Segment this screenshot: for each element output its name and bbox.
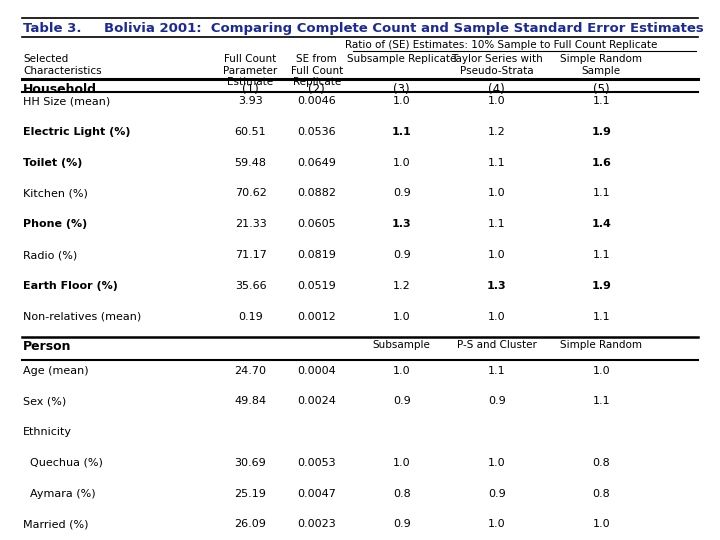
Text: 1.1: 1.1 xyxy=(593,396,610,407)
Text: 1.0: 1.0 xyxy=(488,96,505,106)
Text: Age (mean): Age (mean) xyxy=(23,366,89,376)
Text: 1.1: 1.1 xyxy=(488,158,505,168)
Text: 60.51: 60.51 xyxy=(235,127,266,137)
Text: Non-relatives (mean): Non-relatives (mean) xyxy=(23,312,141,322)
Text: 1.0: 1.0 xyxy=(593,519,610,530)
Text: (1): (1) xyxy=(242,83,259,96)
Text: Full Count
Parameter
Estimate: Full Count Parameter Estimate xyxy=(223,54,278,87)
Text: Person: Person xyxy=(23,340,71,353)
Text: (3): (3) xyxy=(393,83,410,96)
Text: 0.0819: 0.0819 xyxy=(297,250,336,260)
Text: SE from
Full Count
Replicate: SE from Full Count Replicate xyxy=(291,54,343,87)
Text: 1.1: 1.1 xyxy=(593,96,610,106)
Text: 0.0053: 0.0053 xyxy=(297,458,336,468)
Text: Subsample: Subsample xyxy=(373,340,431,350)
Text: Ethnicity: Ethnicity xyxy=(23,427,72,437)
Text: 1.0: 1.0 xyxy=(488,188,505,199)
Text: 1.0: 1.0 xyxy=(393,366,410,376)
Text: 1.1: 1.1 xyxy=(593,312,610,322)
Text: 0.0536: 0.0536 xyxy=(297,127,336,137)
Text: 1.0: 1.0 xyxy=(593,366,610,376)
Text: 1.1: 1.1 xyxy=(593,250,610,260)
Text: Phone (%): Phone (%) xyxy=(23,219,87,230)
Text: 0.0519: 0.0519 xyxy=(297,281,336,291)
Text: 1.4: 1.4 xyxy=(591,219,611,230)
Text: Quechua (%): Quechua (%) xyxy=(23,458,103,468)
Text: 1.1: 1.1 xyxy=(593,188,610,199)
Text: Sex (%): Sex (%) xyxy=(23,396,66,407)
Text: 0.9: 0.9 xyxy=(488,396,505,407)
Text: 1.9: 1.9 xyxy=(591,127,611,137)
Text: 1.1: 1.1 xyxy=(488,366,505,376)
Text: 0.0004: 0.0004 xyxy=(297,366,336,376)
Text: Selected
Characteristics: Selected Characteristics xyxy=(23,54,102,76)
Text: Household: Household xyxy=(23,83,97,96)
Text: 1.1: 1.1 xyxy=(488,219,505,230)
Text: 0.0023: 0.0023 xyxy=(297,519,336,530)
Text: 1.9: 1.9 xyxy=(591,281,611,291)
Text: Subsample Replicate: Subsample Replicate xyxy=(347,54,456,64)
Text: 59.48: 59.48 xyxy=(235,158,266,168)
Text: 0.0012: 0.0012 xyxy=(297,312,336,322)
Text: 1.0: 1.0 xyxy=(488,458,505,468)
Text: Table 3.: Table 3. xyxy=(23,22,81,35)
Text: Bolivia 2001:  Comparing Complete Count and Sample Standard Error Estimates: Bolivia 2001: Comparing Complete Count a… xyxy=(104,22,704,35)
Text: (5): (5) xyxy=(593,83,610,96)
Text: Ratio of (SE) Estimates: 10% Sample to Full Count Replicate: Ratio of (SE) Estimates: 10% Sample to F… xyxy=(346,40,657,50)
Text: 30.69: 30.69 xyxy=(235,458,266,468)
Text: 1.0: 1.0 xyxy=(393,312,410,322)
Text: 71.17: 71.17 xyxy=(235,250,266,260)
Text: 0.9: 0.9 xyxy=(488,489,505,499)
Text: 1.2: 1.2 xyxy=(393,281,410,291)
Text: 0.0046: 0.0046 xyxy=(297,96,336,106)
Text: 26.09: 26.09 xyxy=(235,519,266,530)
Text: Taylor Series with
Pseudo-Strata: Taylor Series with Pseudo-Strata xyxy=(451,54,543,76)
Text: Toilet (%): Toilet (%) xyxy=(23,158,82,168)
Text: Married (%): Married (%) xyxy=(23,519,89,530)
Text: HH Size (mean): HH Size (mean) xyxy=(23,96,110,106)
Text: 0.19: 0.19 xyxy=(238,312,263,322)
Text: 70.62: 70.62 xyxy=(235,188,266,199)
Text: 1.0: 1.0 xyxy=(488,312,505,322)
Text: 0.8: 0.8 xyxy=(593,489,610,499)
Text: 25.19: 25.19 xyxy=(235,489,266,499)
Text: 0.0649: 0.0649 xyxy=(297,158,336,168)
Text: 0.0047: 0.0047 xyxy=(297,489,336,499)
Text: Simple Random
Sample: Simple Random Sample xyxy=(560,54,642,76)
Text: 0.9: 0.9 xyxy=(393,519,410,530)
Text: Earth Floor (%): Earth Floor (%) xyxy=(23,281,118,291)
Text: 1.2: 1.2 xyxy=(488,127,505,137)
Text: 0.9: 0.9 xyxy=(393,250,410,260)
Text: 1.6: 1.6 xyxy=(591,158,611,168)
Text: 1.3: 1.3 xyxy=(392,219,412,230)
Text: 35.66: 35.66 xyxy=(235,281,266,291)
Text: 1.0: 1.0 xyxy=(393,158,410,168)
Text: 21.33: 21.33 xyxy=(235,219,266,230)
Text: 0.0605: 0.0605 xyxy=(297,219,336,230)
Text: Aymara (%): Aymara (%) xyxy=(23,489,96,499)
Text: 0.0024: 0.0024 xyxy=(297,396,336,407)
Text: Electric Light (%): Electric Light (%) xyxy=(23,127,130,137)
Text: Radio (%): Radio (%) xyxy=(23,250,77,260)
Text: 0.9: 0.9 xyxy=(393,396,410,407)
Text: 1.0: 1.0 xyxy=(393,458,410,468)
Text: 3.93: 3.93 xyxy=(238,96,263,106)
Text: 0.8: 0.8 xyxy=(593,458,610,468)
Text: 1.0: 1.0 xyxy=(488,519,505,530)
Text: Simple Random: Simple Random xyxy=(560,340,642,350)
Text: 0.8: 0.8 xyxy=(393,489,410,499)
Text: (4): (4) xyxy=(488,83,505,96)
Text: 1.0: 1.0 xyxy=(488,250,505,260)
Text: 49.84: 49.84 xyxy=(235,396,266,407)
Text: 1.3: 1.3 xyxy=(487,281,507,291)
Text: 0.0882: 0.0882 xyxy=(297,188,336,199)
Text: (2): (2) xyxy=(308,83,325,96)
Text: P-S and Cluster: P-S and Cluster xyxy=(457,340,536,350)
Text: 1.1: 1.1 xyxy=(392,127,412,137)
Text: 1.0: 1.0 xyxy=(393,96,410,106)
Text: Kitchen (%): Kitchen (%) xyxy=(23,188,88,199)
Text: 0.9: 0.9 xyxy=(393,188,410,199)
Text: 24.70: 24.70 xyxy=(235,366,266,376)
